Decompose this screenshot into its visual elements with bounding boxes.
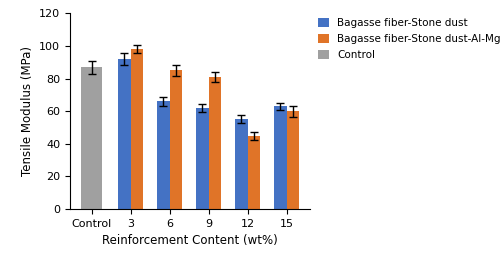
X-axis label: Reinforcement Content (wt%): Reinforcement Content (wt%) <box>102 234 278 247</box>
Bar <box>170 70 182 209</box>
Bar <box>208 77 221 209</box>
Bar <box>235 119 248 209</box>
Bar <box>286 111 299 209</box>
Bar <box>248 136 260 209</box>
Bar <box>157 102 170 209</box>
Bar <box>81 67 102 209</box>
Y-axis label: Tensile Modulus (MPa): Tensile Modulus (MPa) <box>20 46 34 176</box>
Bar <box>196 108 208 209</box>
Legend: Bagasse fiber-Stone dust, Bagasse fiber-Stone dust-Al-Mg-Si, Control: Bagasse fiber-Stone dust, Bagasse fiber-… <box>315 15 500 64</box>
Bar <box>274 106 286 209</box>
Bar <box>130 49 143 209</box>
Bar <box>118 59 130 209</box>
